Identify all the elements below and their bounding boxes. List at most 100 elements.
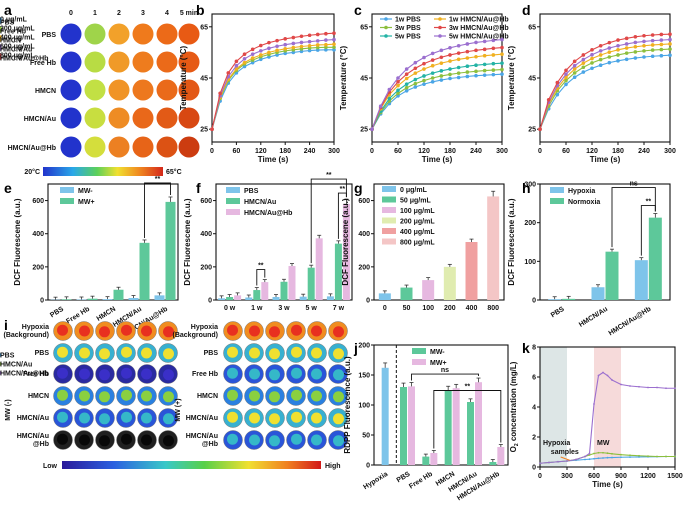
data-point xyxy=(422,62,426,66)
data-point xyxy=(642,44,646,48)
panel-label-k: k xyxy=(522,340,530,356)
thermal-spot xyxy=(85,108,106,129)
data-point xyxy=(607,457,609,459)
imaging-row-label: @Hb xyxy=(33,441,49,448)
thermal-colorbar xyxy=(43,167,163,176)
thermal-spot xyxy=(133,137,154,158)
y-tick-label: 45 xyxy=(200,76,208,83)
data-point xyxy=(668,53,672,57)
bar xyxy=(453,388,460,465)
data-point xyxy=(616,59,620,63)
data-point xyxy=(598,375,600,377)
legend-swatch xyxy=(226,198,240,204)
bar xyxy=(88,299,98,300)
well-signal xyxy=(227,390,238,401)
data-point xyxy=(625,58,629,62)
imaging-row-label: Hypoxia xyxy=(191,324,218,331)
data-point xyxy=(474,70,478,74)
legend-label: Normoxia xyxy=(568,199,600,206)
data-point xyxy=(275,44,279,48)
well-signal xyxy=(227,347,238,358)
category-label: 0 xyxy=(383,305,387,312)
well-signal xyxy=(79,435,90,446)
data-point xyxy=(564,83,568,87)
y-axis-label: DCF Fluorescene (a.u.) xyxy=(341,198,350,285)
data-point xyxy=(589,458,591,460)
data-point xyxy=(235,64,239,68)
category-label: 200 xyxy=(444,305,456,312)
legend-marker xyxy=(384,26,388,30)
data-point xyxy=(668,47,672,51)
bar xyxy=(103,299,113,300)
data-point xyxy=(575,459,577,461)
bar xyxy=(475,382,482,465)
well-signal xyxy=(99,369,110,380)
bar xyxy=(379,293,391,300)
legend-label: 5w HMCN/Au@Hb xyxy=(449,34,509,41)
data-point xyxy=(300,34,304,38)
bar xyxy=(649,218,662,300)
data-point xyxy=(599,53,603,57)
bar xyxy=(327,296,334,300)
legend-label: HMCN/Au xyxy=(244,199,276,206)
data-point xyxy=(448,77,452,81)
data-point xyxy=(466,70,470,74)
data-point xyxy=(660,54,664,58)
y-tick-label: 0 xyxy=(366,463,370,470)
data-point xyxy=(616,53,620,57)
x-tick-label: 240 xyxy=(470,148,482,155)
bar xyxy=(140,243,150,300)
imaging-row-label: HMCN xyxy=(28,393,49,400)
data-point xyxy=(316,43,320,47)
y-axis-label: Temperature (°C) xyxy=(507,45,516,110)
bar xyxy=(635,260,648,300)
bar xyxy=(261,282,268,300)
series-line xyxy=(372,74,502,129)
y-tick-label: 8 xyxy=(532,345,536,352)
x-tick-label: 240 xyxy=(638,148,650,155)
well-signal xyxy=(269,369,280,380)
well-signal xyxy=(227,368,238,379)
data-point xyxy=(370,127,374,131)
legend-label: 100 μg/mL xyxy=(400,208,435,215)
data-point xyxy=(440,55,444,59)
y-tick-label: 2 xyxy=(532,435,536,442)
data-point xyxy=(634,41,638,45)
category-label: 0 w xyxy=(224,305,236,312)
data-point xyxy=(668,42,672,46)
row-label: PBS xyxy=(42,32,57,39)
data-point xyxy=(422,82,426,86)
legend-label: 0 μg/mL xyxy=(0,17,28,24)
x-tick-label: 1500 xyxy=(667,473,683,480)
x-tick-label: 120 xyxy=(418,148,430,155)
data-point xyxy=(500,46,504,50)
colorbar-max: 65°C xyxy=(166,168,182,176)
well-signal xyxy=(121,434,132,445)
data-point xyxy=(275,39,279,43)
data-point xyxy=(474,41,478,45)
bar xyxy=(592,287,605,300)
data-point xyxy=(611,453,613,455)
data-point xyxy=(457,71,461,75)
x-tick-label: 120 xyxy=(586,148,598,155)
data-point xyxy=(431,71,435,75)
well-signal xyxy=(311,435,322,446)
legend-label: 400 μg/mL xyxy=(400,229,435,236)
well-signal xyxy=(141,348,152,359)
data-point xyxy=(584,456,586,458)
y-tick-label: 150 xyxy=(358,373,370,380)
data-point xyxy=(483,69,487,73)
x-axis-label: Time (s) xyxy=(422,155,453,164)
well-signal xyxy=(57,390,68,401)
thermal-spot xyxy=(61,80,82,101)
data-point xyxy=(547,98,551,102)
legend-swatch xyxy=(60,198,74,204)
data-point xyxy=(267,47,271,51)
data-point xyxy=(457,76,461,80)
bar xyxy=(129,298,139,300)
bar xyxy=(226,297,233,300)
region-label: Hypoxia xyxy=(543,440,570,447)
data-point xyxy=(226,71,230,75)
y-tick-label: 100 xyxy=(358,403,370,410)
